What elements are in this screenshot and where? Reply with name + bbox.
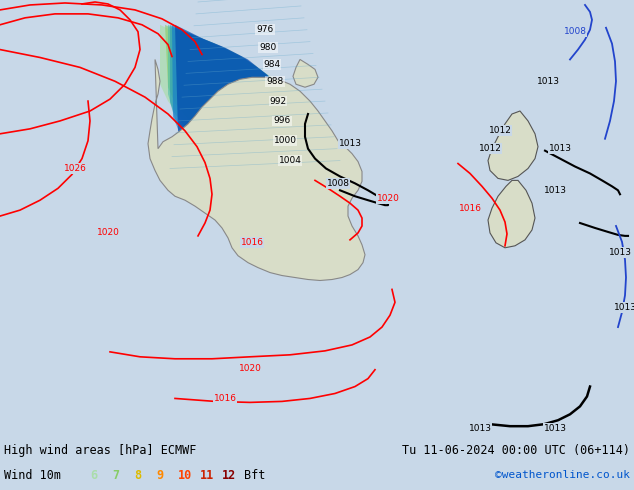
Text: 1004: 1004	[278, 156, 301, 165]
Text: Wind 10m: Wind 10m	[4, 469, 61, 482]
Text: 10: 10	[178, 469, 192, 482]
Text: 11: 11	[200, 469, 214, 482]
Text: 984: 984	[264, 60, 281, 69]
Text: 980: 980	[259, 43, 276, 52]
Polygon shape	[165, 25, 315, 193]
Text: 8: 8	[134, 469, 141, 482]
Text: 1013: 1013	[543, 186, 567, 195]
Text: 1012: 1012	[479, 144, 501, 153]
Text: 1020: 1020	[377, 194, 399, 203]
Text: 1013: 1013	[469, 424, 491, 433]
Text: 988: 988	[266, 77, 283, 86]
Polygon shape	[488, 111, 538, 180]
Text: High wind areas [hPa] ECMWF: High wind areas [hPa] ECMWF	[4, 444, 197, 457]
Text: ©weatheronline.co.uk: ©weatheronline.co.uk	[495, 470, 630, 480]
Polygon shape	[168, 25, 310, 195]
Text: 1013: 1013	[609, 248, 631, 257]
Text: 12: 12	[222, 469, 236, 482]
Text: Bft: Bft	[244, 469, 266, 482]
Text: 6: 6	[90, 469, 97, 482]
Text: 1012: 1012	[489, 126, 512, 135]
Text: 992: 992	[269, 97, 287, 106]
Polygon shape	[148, 59, 365, 280]
Polygon shape	[488, 180, 535, 248]
Text: 1016: 1016	[214, 394, 236, 403]
Text: 1008: 1008	[564, 27, 586, 36]
Text: 1013: 1013	[339, 139, 361, 148]
Text: 1008: 1008	[327, 179, 349, 188]
Text: 9: 9	[156, 469, 163, 482]
Polygon shape	[160, 25, 325, 196]
Polygon shape	[172, 25, 304, 197]
Text: 1013: 1013	[548, 144, 571, 153]
Polygon shape	[175, 25, 303, 199]
Text: 1013: 1013	[543, 424, 567, 433]
Text: 976: 976	[256, 25, 274, 34]
Text: 996: 996	[273, 117, 290, 125]
Text: 1013: 1013	[614, 303, 634, 312]
Polygon shape	[170, 25, 307, 195]
Text: 1013: 1013	[536, 77, 559, 86]
Text: 1020: 1020	[96, 228, 119, 238]
Text: 1026: 1026	[63, 164, 86, 173]
Text: 7: 7	[112, 469, 119, 482]
Polygon shape	[293, 59, 318, 87]
Text: 1000: 1000	[273, 136, 297, 145]
Text: 1020: 1020	[238, 364, 261, 373]
Text: 1016: 1016	[240, 238, 264, 247]
Text: Tu 11-06-2024 00:00 UTC (06+114): Tu 11-06-2024 00:00 UTC (06+114)	[402, 444, 630, 457]
Text: 1016: 1016	[458, 204, 481, 213]
